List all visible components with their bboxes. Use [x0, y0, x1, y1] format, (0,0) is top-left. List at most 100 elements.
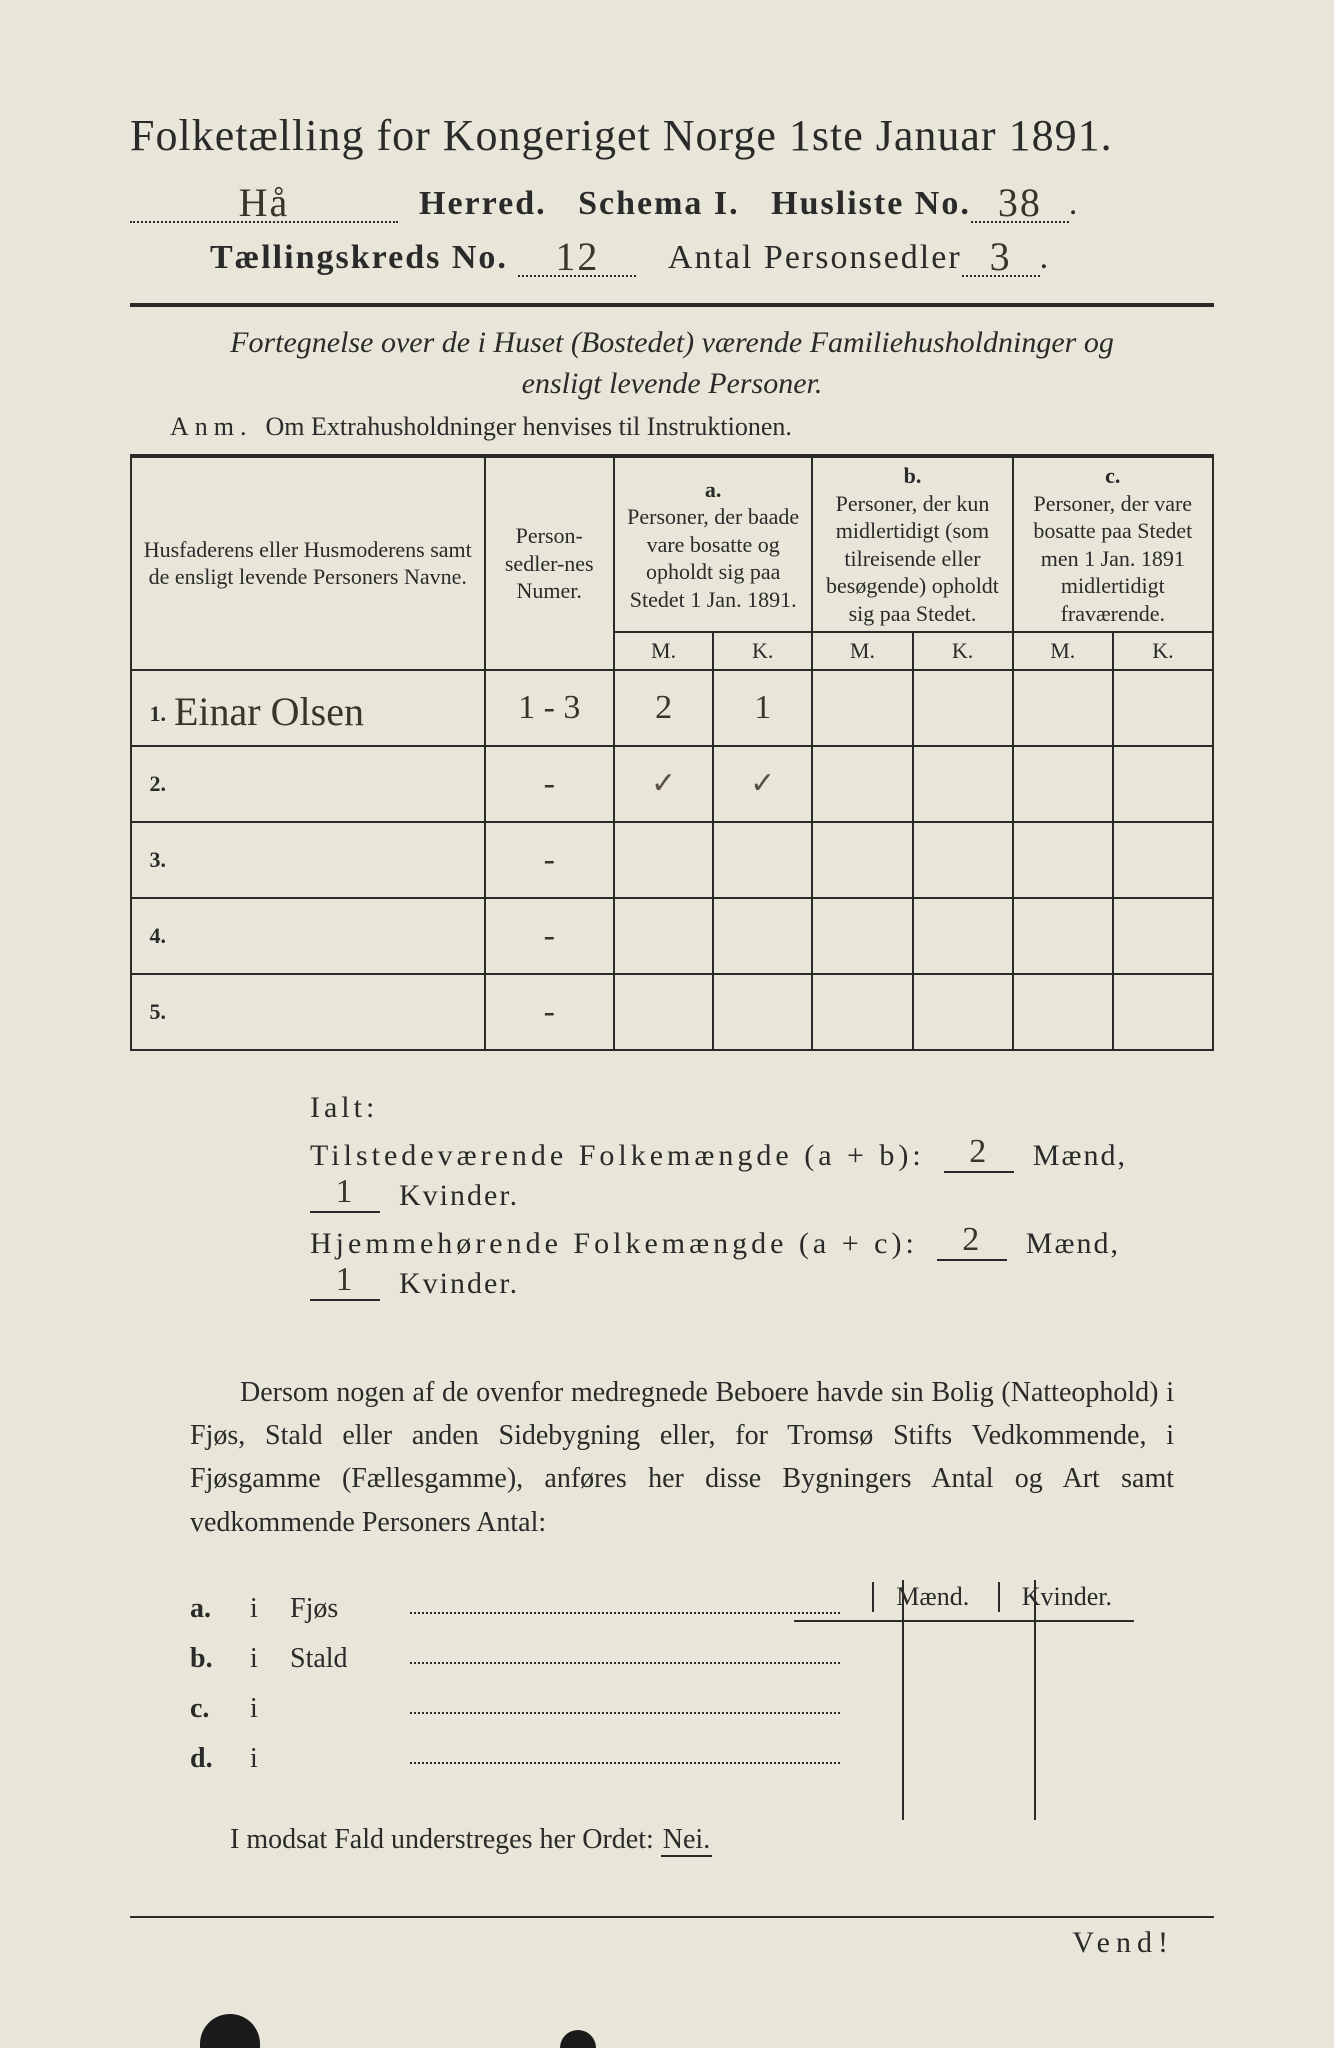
cell-c_k — [1113, 974, 1213, 1050]
mini-i: i — [250, 1584, 290, 1634]
subtitle: Fortegnelse over de i Huset (Bostedet) v… — [190, 323, 1154, 404]
ialt-label: Ialt: — [310, 1091, 1174, 1125]
table-body: 1.Einar Olsen1 - 3212.-✓✓3.-4.-5.- — [131, 670, 1213, 1050]
page-title: Folketælling for Kongeriget Norge 1ste J… — [130, 110, 1214, 161]
th-b-k: K. — [913, 632, 1013, 670]
th-num-text: Person-sedler-nes Numer. — [505, 523, 594, 603]
herred-label: Herred. — [419, 185, 547, 222]
mini-lead: a. — [190, 1584, 250, 1634]
th-b-text: Personer, der kun midlertidigt (som tilr… — [826, 491, 999, 626]
cell-b_k — [913, 898, 1013, 974]
th-c-m: M. — [1013, 632, 1113, 670]
sum1-k: 1 — [336, 1173, 355, 1210]
row-number: 5. — [138, 999, 174, 1025]
cell-c_k — [1113, 670, 1213, 746]
herred-value: Hå — [239, 183, 290, 223]
nei-word: Nei. — [661, 1824, 712, 1857]
mini-dots — [410, 1758, 840, 1764]
person-name: Einar Olsen — [174, 688, 364, 735]
mini-i: i — [250, 1634, 290, 1684]
cell-value: 1 - 3 — [518, 689, 580, 726]
cell-a_k — [713, 822, 812, 898]
cell-c_m — [1013, 746, 1113, 822]
mini-lead: b. — [190, 1634, 250, 1684]
cell-c_m — [1013, 670, 1113, 746]
cell-value: ✓ — [750, 767, 775, 800]
husliste-label: Husliste No. — [771, 185, 971, 222]
husliste-value: 38 — [998, 183, 1042, 223]
table-row: 5.- — [131, 974, 1213, 1050]
rule-top — [130, 303, 1214, 307]
sum-line-2: Hjemmehørende Folkemængde (a + c): 2 Mæn… — [310, 1221, 1174, 1301]
cell-name: 4. — [131, 898, 485, 974]
mini-i: i — [250, 1734, 290, 1784]
th-b: b. Personer, der kun midlertidigt (som t… — [812, 457, 1012, 632]
outbuilding-table: Mænd. Kvinder. a.iFjøsb.iStaldc.id.i — [190, 1584, 1174, 1784]
mini-lead: c. — [190, 1684, 250, 1734]
mini-dots — [410, 1658, 840, 1664]
m-word-2: Mænd, — [1026, 1227, 1120, 1260]
table-row: 2. - ✓ ✓ — [131, 746, 1213, 822]
cell-a_m: 2 — [614, 670, 713, 746]
household-table: Husfaderens eller Husmoderens samt de en… — [130, 456, 1214, 1051]
cell-name: 1.Einar Olsen — [131, 670, 485, 746]
rule-bottom — [130, 1916, 1214, 1918]
line-kreds: Tællingskreds No. 12 Antal Personsedler3… — [130, 233, 1214, 277]
mini-lead: d. — [190, 1734, 250, 1784]
cell-c_m — [1013, 974, 1113, 1050]
k-word-1: Kvinder. — [399, 1179, 519, 1212]
mini-row: b.iStald — [190, 1634, 1174, 1684]
mini-rows: a.iFjøsb.iStaldc.id.i — [190, 1584, 1174, 1784]
th-c-label: c. — [1105, 463, 1120, 488]
table-row: 3.- — [131, 822, 1213, 898]
schema-label: Schema I. — [578, 185, 740, 222]
row-number: 4. — [138, 923, 174, 949]
cell-b_k — [913, 822, 1013, 898]
table-head: Husfaderens eller Husmoderens samt de en… — [131, 457, 1213, 670]
cell-a_m: ✓ — [614, 746, 713, 822]
table-row: 4. - — [131, 898, 1213, 974]
nei-line: I modsat Fald understreges her Ordet: Ne… — [230, 1824, 1174, 1856]
th-c-text: Personer, der vare bosatte paa Stedet me… — [1033, 491, 1192, 626]
cell-value: 1 — [754, 689, 771, 726]
cell-c_m — [1013, 898, 1113, 974]
cell-num: - — [485, 898, 614, 974]
sum1-m: 2 — [969, 1133, 988, 1170]
cell-b_m — [812, 746, 912, 822]
cell-a_k — [713, 898, 812, 974]
subtitle-text: Fortegnelse over de i Huset (Bostedet) v… — [230, 326, 1114, 400]
cell-c_k — [1113, 822, 1213, 898]
cell-b_m — [812, 822, 912, 898]
cell-name: 5. — [131, 974, 485, 1050]
row-number: 1. — [138, 701, 174, 727]
table-row: 1.Einar Olsen 1 - 3 2 1 — [131, 670, 1213, 746]
cell-c_k — [1113, 746, 1213, 822]
mini-label: Stald — [290, 1634, 410, 1684]
mini-row: a.iFjøs — [190, 1584, 1174, 1634]
anm-line: Anm. Om Extrahusholdninger henvises til … — [170, 412, 1214, 442]
personsedler-label: Antal Personsedler — [668, 239, 962, 276]
mini-row: c.i — [190, 1684, 1174, 1734]
cell-c_k — [1113, 898, 1213, 974]
mini-label: Fjøs — [290, 1584, 410, 1634]
census-form-page: Folketælling for Kongeriget Norge 1ste J… — [0, 0, 1334, 2048]
th-a-label: a. — [705, 477, 722, 502]
dersom-paragraph: Dersom nogen af de ovenfor medregnede Be… — [190, 1371, 1174, 1545]
cell-num: - — [485, 746, 614, 822]
row-number: 2. — [138, 771, 174, 797]
sum2-m: 2 — [962, 1221, 981, 1258]
paper-tear-2 — [560, 2030, 596, 2048]
cell-a_m — [614, 974, 713, 1050]
cell-a_m — [614, 822, 713, 898]
th-name-text: Husfaderens eller Husmoderens samt de en… — [144, 537, 472, 590]
th-b-m: M. — [812, 632, 912, 670]
cell-name: 2. — [131, 746, 485, 822]
k-word-2: Kvinder. — [399, 1267, 519, 1300]
cell-value: - — [544, 765, 555, 802]
sum2-label: Hjemmehørende Folkemængde (a + c): — [310, 1227, 918, 1260]
cell-value: - — [544, 917, 555, 954]
cell-num: 1 - 3 — [485, 670, 614, 746]
cell-a_k: ✓ — [713, 746, 812, 822]
nei-pre: I modsat Fald understreges her Ordet: — [230, 1824, 661, 1855]
sum2-k: 1 — [336, 1261, 355, 1298]
